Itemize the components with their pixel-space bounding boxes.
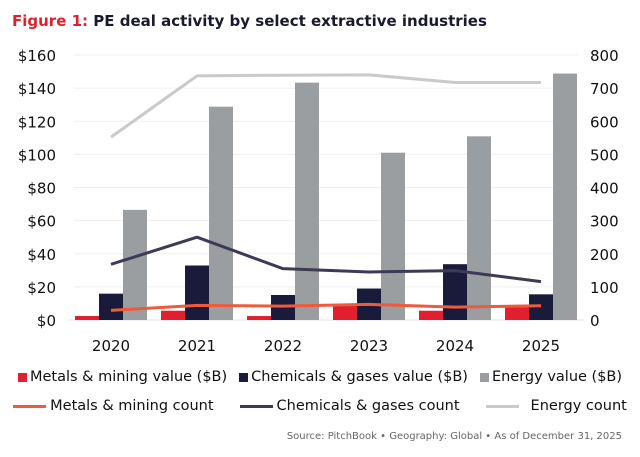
left-axis-tick: $100 <box>18 146 56 164</box>
legend-item-chemicals-value: Chemicals & gases value ($B) <box>239 369 468 385</box>
bar-metals-mining-value-b <box>419 310 443 320</box>
bar-chemicals-gases-value-b <box>443 264 467 320</box>
legend-label: Energy value ($B) <box>491 369 623 385</box>
legend-item-chemicals-count: Chemicals & gases count <box>239 398 460 414</box>
legend-label: Chemicals & gases count <box>276 398 460 414</box>
bar-energy-value-b <box>553 73 577 320</box>
legend-bars: Metals & mining value ($B) Chemicals & g… <box>0 369 640 385</box>
right-axis-tick: 0 <box>590 312 600 330</box>
x-axis-tick: 2021 <box>178 337 216 355</box>
left-axis-tick: $0 <box>37 312 56 330</box>
bar-metals-mining-value-b <box>333 305 357 320</box>
right-axis-tick: 600 <box>590 113 619 131</box>
bar-metals-mining-value-b <box>247 316 271 320</box>
legend-label: Chemicals & gases value ($B) <box>251 369 468 385</box>
left-axis-tick: $120 <box>18 113 56 131</box>
bar-energy-value-b <box>209 106 233 320</box>
bar-chemicals-gases-value-b <box>99 293 123 320</box>
legend-label: Metals & mining count <box>50 398 214 414</box>
x-axis-tick: 2024 <box>436 337 474 355</box>
right-axis-tick: 200 <box>590 246 619 264</box>
left-axis-tick: $80 <box>27 180 56 198</box>
right-axis-tick: 100 <box>590 279 619 297</box>
right-axis-tick: 400 <box>590 180 619 198</box>
legend-label: Energy count <box>530 398 627 414</box>
title-text: PE deal activity by select extractive in… <box>93 12 487 30</box>
legend-item-energy-count: Energy count <box>485 398 627 414</box>
bar-metals-mining-value-b <box>75 316 99 320</box>
source-note: Source: PitchBook • Geography: Global • … <box>286 431 622 442</box>
right-axis-tick: 700 <box>590 80 619 98</box>
legend-swatch <box>17 372 27 382</box>
legend-item-metals-count: Metals & mining count <box>13 398 214 414</box>
right-axis-tick: 500 <box>590 146 619 164</box>
chart-title: Figure 1: PE deal activity by select ext… <box>12 12 487 30</box>
left-axis-tick: $140 <box>18 80 56 98</box>
x-axis-tick: 2022 <box>264 337 302 355</box>
right-axis-tick: 800 <box>590 47 619 65</box>
figure-label: Figure 1: <box>12 12 89 30</box>
legend-item-metals-value: Metals & mining value ($B) <box>17 369 228 385</box>
line-chemicals-gases-count <box>110 235 542 284</box>
line-metals-mining-count <box>110 302 542 312</box>
left-axis-tick: $20 <box>27 279 56 297</box>
bar-energy-value-b <box>381 152 405 320</box>
legend-swatch <box>479 372 489 382</box>
bar-energy-value-b <box>295 82 319 320</box>
bar-energy-value-b <box>123 209 147 320</box>
legend-item-energy-value: Energy value ($B) <box>479 369 623 385</box>
legend-label: Metals & mining value ($B) <box>29 369 228 385</box>
right-axis-tick: 300 <box>590 213 619 231</box>
bar-metals-mining-value-b <box>505 306 529 320</box>
bar-metals-mining-value-b <box>161 310 185 320</box>
x-axis-tick: 2025 <box>522 337 560 355</box>
left-axis-tick: $160 <box>18 47 56 65</box>
legend-swatch <box>239 404 273 408</box>
left-axis-tick: $60 <box>27 213 56 231</box>
line-energy-count <box>110 73 541 139</box>
bar-energy-value-b <box>467 136 491 320</box>
legend-swatch <box>13 404 47 408</box>
bar-chemicals-gases-value-b <box>185 265 209 320</box>
x-axis-tick: 2020 <box>92 337 130 355</box>
left-axis-tick: $40 <box>27 246 56 264</box>
legend-swatch <box>485 404 519 408</box>
x-axis-tick: 2023 <box>350 337 388 355</box>
legend-lines: Metals & mining count Chemicals & gases … <box>0 398 640 414</box>
legend-swatch <box>239 372 249 382</box>
